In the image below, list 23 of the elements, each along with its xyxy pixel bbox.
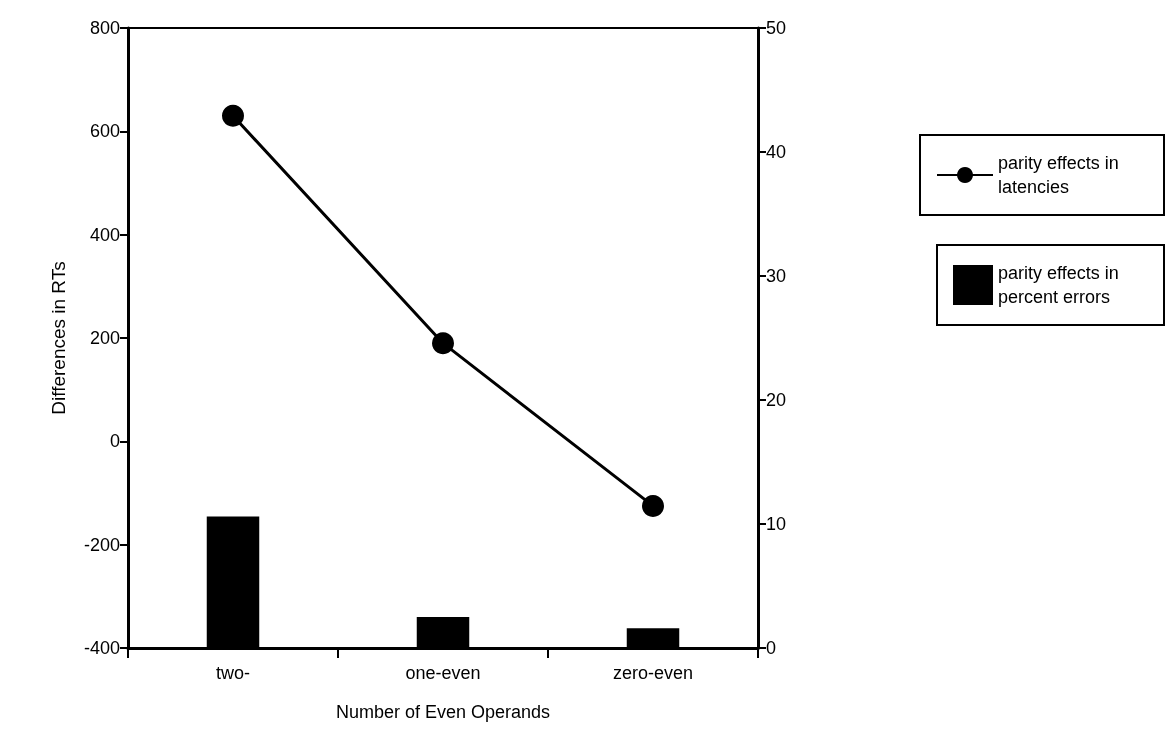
y-tick-label: 200 <box>89 328 120 348</box>
x-tick-label: two- <box>215 663 251 683</box>
legend-label: parity effects in percent errors <box>998 263 1124 307</box>
point <box>642 494 664 517</box>
y2-tick-label: 40 <box>766 142 787 162</box>
y2-tick-label: 50 <box>766 18 787 38</box>
y2-tick-label: 30 <box>766 266 787 286</box>
x-tick-label: zero-even <box>612 663 694 683</box>
y-axis-title: Differences in RTs <box>48 261 69 415</box>
point <box>222 104 244 127</box>
y2-tick-label: 0 <box>766 638 777 658</box>
y-tick-label: 800 <box>89 18 120 38</box>
point <box>432 332 454 355</box>
y2-tick-label: 10 <box>766 514 787 534</box>
y-tick-label: 400 <box>89 224 120 245</box>
legend-label: parity effects in latencies <box>998 153 1124 197</box>
y-tick-label: -400 <box>83 638 120 658</box>
y2-tick-label: 20 <box>766 390 787 410</box>
x-tick-label: one-even <box>405 663 481 683</box>
y-tick-label: 0 <box>109 431 120 452</box>
x-axis-title: Number of Even Operands <box>335 702 551 722</box>
y-tick-label: -200 <box>83 534 120 555</box>
y-tick-label: 600 <box>89 121 120 142</box>
